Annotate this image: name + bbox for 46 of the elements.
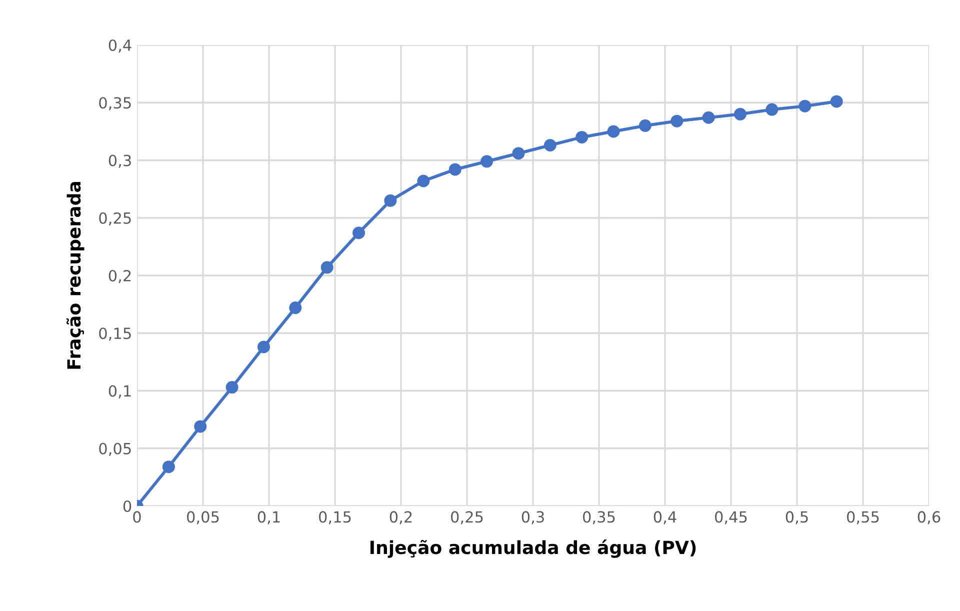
y-axis-title: Fração recuperada xyxy=(66,182,84,369)
point xyxy=(194,420,207,433)
x-tick-label: 0,2 xyxy=(390,511,412,524)
x-tick-label: 0,5 xyxy=(786,511,808,524)
point xyxy=(702,111,715,124)
point xyxy=(417,174,430,188)
x-tick-label: 0,1 xyxy=(258,511,280,524)
y-tick-label: 0 xyxy=(123,500,132,512)
point xyxy=(576,130,588,144)
point xyxy=(544,139,556,152)
point xyxy=(480,155,494,168)
point xyxy=(734,108,746,120)
point xyxy=(289,302,302,314)
point xyxy=(226,381,238,394)
point xyxy=(830,95,843,108)
y-tick-label: 0,3 xyxy=(108,154,131,168)
y-tick-label: 0,35 xyxy=(99,97,131,110)
y-tick-label: 0,4 xyxy=(108,39,132,53)
point xyxy=(607,125,620,138)
y-tick-label: 0,1 xyxy=(108,385,131,398)
point xyxy=(798,100,812,112)
x-tick-label: 0,4 xyxy=(654,511,676,524)
x-axis-title: Injeção acumulada de água (PV) xyxy=(370,540,696,558)
y-tick-label: 0,15 xyxy=(99,328,131,341)
point xyxy=(384,194,397,207)
point xyxy=(448,163,462,176)
x-tick-label: 0,25 xyxy=(451,511,483,524)
y-tick-label: 0,2 xyxy=(108,270,131,284)
x-tick-label: 0,15 xyxy=(319,511,351,524)
point xyxy=(670,114,684,128)
point xyxy=(257,340,270,354)
point xyxy=(638,119,652,132)
x-tick-label: 0,6 xyxy=(918,511,940,524)
y-tick-label: 0,25 xyxy=(99,212,131,226)
point xyxy=(352,226,366,240)
x-tick-label: 0,45 xyxy=(715,511,747,524)
x-tick-label: 0 xyxy=(133,511,141,523)
x-tick-label: 0,3 xyxy=(522,511,544,524)
x-tick-label: 0,55 xyxy=(847,511,879,524)
point xyxy=(766,103,778,116)
x-tick-label: 0,05 xyxy=(187,511,219,524)
y-tick-label: 0,05 xyxy=(99,442,131,456)
point xyxy=(162,460,175,474)
x-tick-label: 0,35 xyxy=(583,511,615,524)
point xyxy=(512,147,525,160)
point xyxy=(320,261,334,274)
